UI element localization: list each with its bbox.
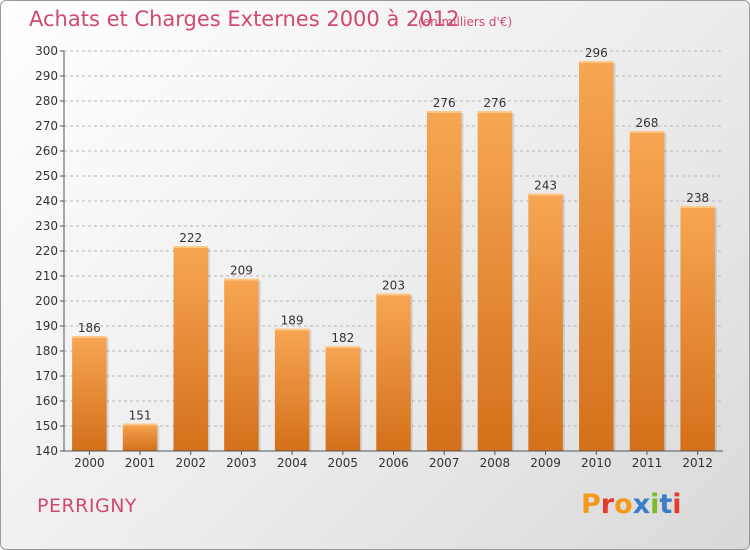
y-tick-label: 290	[35, 69, 58, 83]
bar-highlight	[528, 193, 563, 196]
y-tick-label: 220	[35, 244, 58, 258]
data-label-2010: 296	[585, 46, 608, 60]
bar-2000	[72, 336, 107, 451]
y-tick-label: 300	[35, 44, 58, 58]
chart-title: Achats et Charges Externes 2000 à 2012	[29, 7, 460, 31]
bar-highlight	[325, 346, 361, 348]
x-tick-label-2006: 2006	[378, 456, 409, 470]
y-tick-label: 240	[35, 194, 58, 208]
data-label-2001: 151	[129, 409, 152, 423]
bar-2012	[680, 206, 715, 451]
data-label-2003: 209	[230, 264, 253, 278]
data-label-2006: 203	[382, 279, 405, 293]
y-tick-label: 260	[35, 144, 58, 158]
data-label-2009: 243	[534, 179, 557, 193]
logo-letter: x	[632, 489, 651, 520]
logo-letter: r	[600, 489, 615, 520]
y-tick-label: 200	[35, 294, 58, 308]
logo-letter: o	[614, 489, 633, 520]
data-label-2005: 182	[331, 331, 354, 345]
bar-2001	[122, 423, 158, 451]
bar-highlight	[274, 328, 310, 331]
bar-highlight	[579, 61, 614, 63]
bar-highlight	[376, 293, 411, 296]
proxiti-logo: Proxiti	[581, 489, 682, 520]
y-tick-label: 230	[35, 219, 58, 233]
bar-2007	[426, 111, 462, 451]
bar-highlight	[680, 206, 715, 208]
y-tick-label: 150	[35, 419, 58, 433]
bar-2010	[579, 61, 614, 451]
bar-2004	[274, 328, 310, 451]
x-tick-label-2009: 2009	[530, 456, 561, 470]
bars	[72, 61, 717, 451]
data-label-2000: 186	[78, 321, 101, 335]
data-label-2011: 268	[636, 116, 659, 130]
y-tick-label: 160	[35, 394, 58, 408]
bar-2011	[629, 131, 665, 451]
data-label-2002: 222	[179, 231, 202, 245]
y-tick-label: 170	[35, 369, 58, 383]
x-tick-label-2001: 2001	[125, 456, 156, 470]
labels: 140 150 160 170 180 190 200 210 220 230 240 250 260 2…	[35, 44, 713, 470]
bar-highlight	[224, 278, 259, 281]
x-tick-label-2010: 2010	[581, 456, 612, 470]
y-tick-label: 270	[35, 119, 58, 133]
y-tick-label: 210	[35, 269, 58, 283]
bar-2005	[325, 346, 361, 451]
bar-highlight	[122, 423, 158, 426]
axes	[60, 50, 723, 455]
logo-letter: i	[650, 489, 660, 520]
x-tick-label-2008: 2008	[480, 456, 511, 470]
bar-highlight	[477, 111, 513, 113]
bar-2009	[528, 193, 563, 451]
x-tick-label-2000: 2000	[74, 456, 105, 470]
x-tick-label-2007: 2007	[429, 456, 460, 470]
x-tick-label-2004: 2004	[277, 456, 308, 470]
bar-highlight	[629, 131, 665, 133]
y-tick-label: 190	[35, 319, 58, 333]
bar-2003	[224, 278, 259, 451]
x-tick-label-2005: 2005	[328, 456, 359, 470]
y-tick-label: 180	[35, 344, 58, 358]
chart-subtitle: (en milliers d'€)	[418, 15, 513, 29]
data-label-2004: 189	[281, 314, 304, 328]
bar-2006	[376, 293, 411, 451]
x-tick-label-2011: 2011	[632, 456, 663, 470]
x-tick-label-2003: 2003	[226, 456, 257, 470]
logo-letter: P	[581, 489, 601, 520]
logo-letter: t	[659, 489, 673, 520]
bar-highlight	[72, 336, 107, 338]
data-label-2012: 238	[686, 191, 709, 205]
bar-highlight	[173, 246, 208, 248]
commune-name: PERRIGNY	[37, 495, 138, 517]
y-tick-label: 140	[35, 444, 58, 458]
y-tick-label: 250	[35, 169, 58, 183]
bar-2002	[173, 246, 208, 451]
y-tick-label: 280	[35, 94, 58, 108]
bar-2008	[477, 111, 513, 451]
x-tick-label-2002: 2002	[175, 456, 206, 470]
data-label-2008: 276	[483, 96, 506, 110]
x-tick-label-2012: 2012	[682, 456, 713, 470]
logo-letter: i	[672, 489, 682, 520]
bar-highlight	[426, 111, 462, 113]
data-label-2007: 276	[433, 96, 456, 110]
